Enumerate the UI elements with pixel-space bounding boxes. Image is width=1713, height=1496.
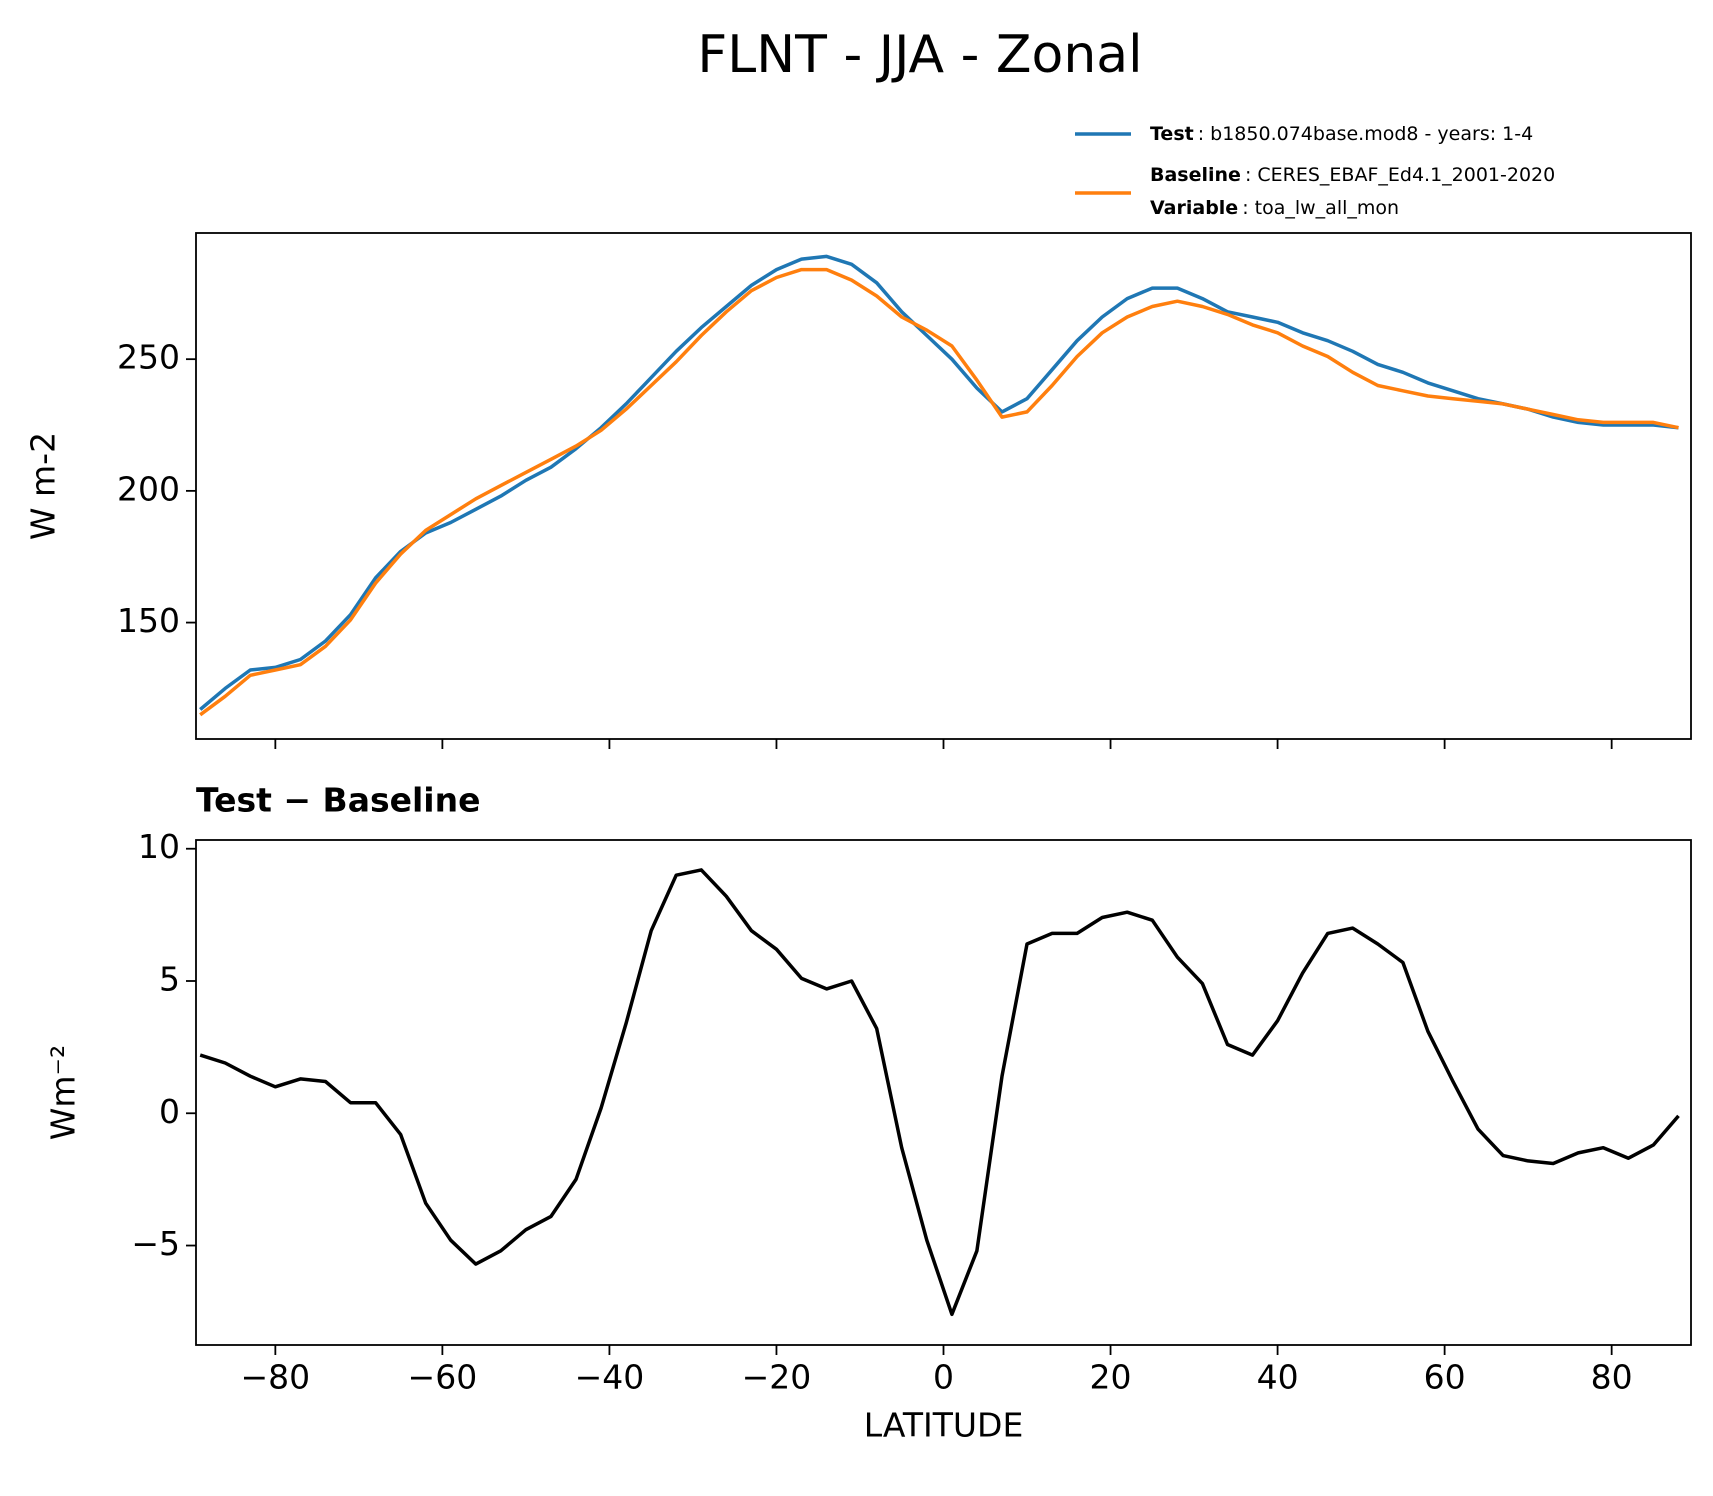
x-tick-label: −20 bbox=[742, 1358, 812, 1397]
y-axis-label: Wm⁻² bbox=[44, 1045, 83, 1140]
y-tick-label: 5 bbox=[159, 959, 180, 998]
y-tick-label: 10 bbox=[138, 827, 180, 866]
legend-name: Variable bbox=[1150, 197, 1238, 219]
axes-frame bbox=[195, 232, 1692, 740]
x-tick-label: −40 bbox=[575, 1358, 645, 1397]
x-tick-label: −80 bbox=[241, 1358, 311, 1397]
x-tick-label: 60 bbox=[1424, 1358, 1466, 1397]
legend-label: : b1850.074base.mod8 - years: 1-4 bbox=[1198, 123, 1533, 145]
legend-name: Baseline bbox=[1150, 164, 1241, 186]
figure-title: FLNT - JJA - Zonal bbox=[697, 25, 1142, 85]
x-tick-label: 80 bbox=[1591, 1358, 1633, 1397]
x-tick-label: 20 bbox=[1090, 1358, 1132, 1397]
x-tick-label: 40 bbox=[1257, 1358, 1299, 1397]
legend-text: Baseline: CERES_EBAF_Ed4.1_2001-2020 bbox=[1150, 164, 1555, 186]
axes-title: Test − Baseline bbox=[196, 781, 481, 820]
data-line bbox=[199, 254, 1679, 711]
data-line bbox=[199, 267, 1679, 717]
y-axis-label: W m-2 bbox=[24, 432, 63, 540]
x-axis-label: LATITUDE bbox=[864, 1406, 1024, 1445]
legend-text: Test: b1850.074base.mod8 - years: 1-4 bbox=[1150, 123, 1533, 145]
y-tick-label: 200 bbox=[117, 469, 180, 508]
legend-name: Test bbox=[1150, 123, 1194, 145]
axes-frame bbox=[195, 839, 1692, 1346]
y-tick-label: 250 bbox=[117, 338, 180, 377]
y-tick-label: −5 bbox=[131, 1224, 180, 1263]
legend-label: : toa_lw_all_mon bbox=[1242, 197, 1399, 219]
legend-text: Variable: toa_lw_all_mon bbox=[1150, 197, 1399, 219]
data-line bbox=[199, 868, 1680, 1317]
x-tick-label: −60 bbox=[408, 1358, 478, 1397]
legend-label: : CERES_EBAF_Ed4.1_2001-2020 bbox=[1245, 164, 1555, 186]
y-tick-label: 0 bbox=[159, 1092, 180, 1131]
y-tick-label: 150 bbox=[117, 601, 180, 640]
x-tick-label: 0 bbox=[933, 1358, 954, 1397]
